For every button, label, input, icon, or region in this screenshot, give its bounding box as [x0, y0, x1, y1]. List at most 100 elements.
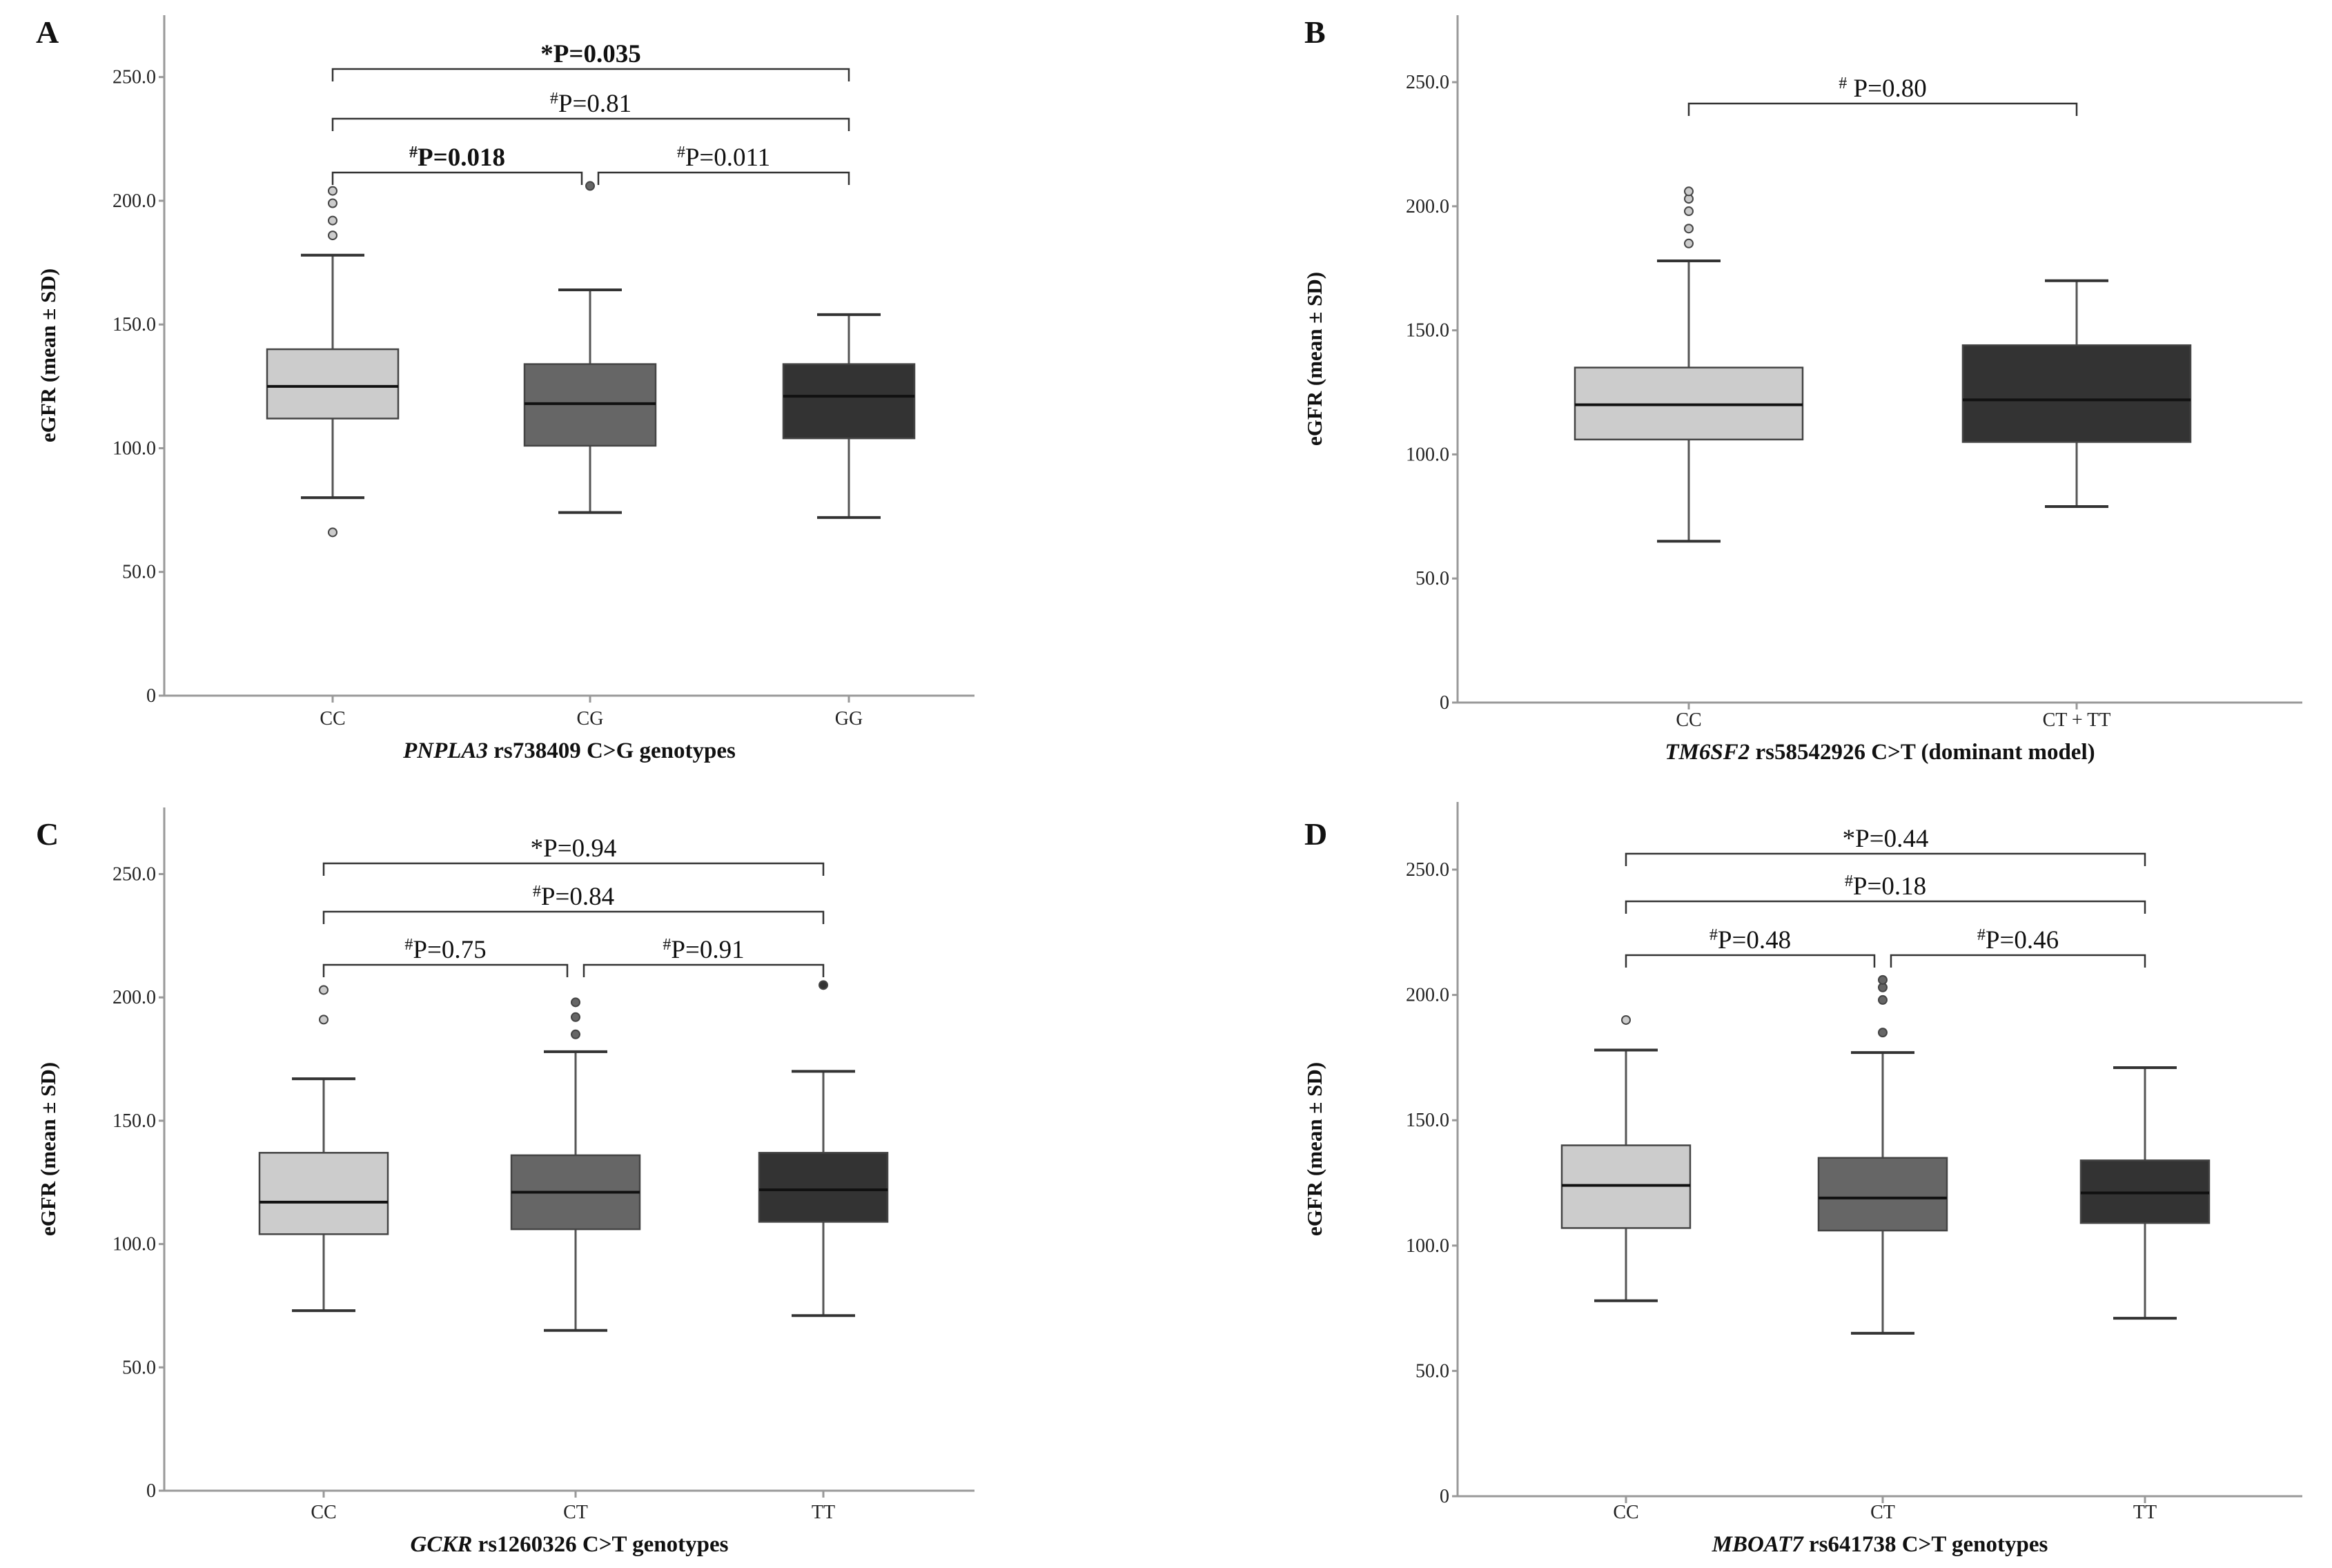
x-axis-label-gene: TM6SF2: [1665, 740, 1750, 765]
x-tick-label: GG: [835, 708, 863, 729]
p-value-label: #P=0.84: [533, 883, 614, 911]
p-value-label: #P=0.011: [677, 144, 770, 172]
x-axis-label: MBOAT7 rs641738 C>T genotypes: [1712, 1532, 2048, 1557]
outlier-point: [819, 980, 828, 990]
x-tick-label: CC: [1676, 709, 1701, 731]
p-value-symbol: #: [1709, 926, 1718, 944]
p-value-symbol: #: [404, 936, 413, 954]
outlier-point: [328, 215, 337, 226]
outlier-point: [571, 997, 580, 1008]
comparison-bracket: #P=0.84: [322, 883, 825, 924]
panel-letter: B: [1304, 14, 1326, 50]
bracket-line: [1625, 852, 2146, 866]
outlier-point: [1878, 1028, 1888, 1038]
y-tick-label: 200.0: [1406, 985, 1449, 1006]
p-value-symbol: *: [1843, 825, 1856, 853]
p-value-symbol: #: [1977, 926, 1986, 944]
outlier-point: [571, 1029, 580, 1039]
x-tick-label: CT: [1870, 1502, 1895, 1523]
box-ct: [510, 997, 641, 1332]
p-value-text: P=0.48: [1718, 926, 1791, 954]
outlier-point: [328, 198, 337, 208]
y-tick-label: 200.0: [1406, 196, 1449, 217]
y-tick-label: 0: [1440, 692, 1449, 714]
x-axis-label: TM6SF2 rs58542926 C>T (dominant model): [1665, 740, 2095, 765]
p-value-label: #P=0.48: [1709, 926, 1791, 954]
p-value-text: P=0.035: [553, 40, 641, 68]
p-value-text: P=0.94: [543, 834, 616, 863]
outlier-point: [328, 527, 337, 538]
y-tick-label: 250.0: [1406, 859, 1449, 881]
iqr-box: [1817, 1157, 1948, 1232]
y-tick-label: 0: [146, 1480, 156, 1502]
comparison-bracket: *P=0.44: [1625, 825, 2146, 866]
p-value-text: P=0.18: [1853, 872, 1926, 901]
outlier-point: [1684, 206, 1694, 217]
p-value-label: #P=0.91: [663, 936, 744, 964]
comparison-bracket: *P=0.035: [331, 40, 850, 81]
y-tick-label: 50.0: [1415, 1360, 1449, 1382]
outlier-point: [571, 1012, 580, 1022]
x-tick-label: TT: [2133, 1502, 2157, 1523]
iqr-box: [266, 348, 400, 420]
bracket-line: [1890, 954, 2146, 968]
p-value-symbol: *: [531, 834, 544, 863]
y-tick-label: 150.0: [1406, 320, 1449, 342]
p-value-text: P=0.75: [413, 936, 486, 964]
x-axis-label: GCKR rs1260326 C>T genotypes: [411, 1532, 729, 1557]
x-axis-label-rest: rs641738 C>T genotypes: [1803, 1532, 2048, 1557]
comparison-bracket: #P=0.75: [322, 936, 569, 977]
panel-letter: C: [36, 816, 59, 852]
box-tt: [2079, 1066, 2211, 1320]
y-tick-label: 250.0: [112, 67, 156, 88]
p-value-symbol: *: [540, 40, 553, 68]
p-value-label: # P=0.80: [1839, 75, 1926, 103]
p-value-label: *P=0.44: [1843, 825, 1929, 853]
y-tick-label: 150.0: [1406, 1110, 1449, 1131]
panel-b: B 0 50.0 100.0 150.0 200.0 250.0 eGFR (mean ± S…: [1302, 14, 2302, 765]
x-tick-label: CT: [563, 1502, 588, 1523]
iqr-box: [758, 1152, 889, 1223]
comparison-bracket: #P=0.018: [331, 144, 583, 185]
p-value-text: P=0.018: [418, 144, 505, 172]
y-axis-label: eGFR (mean ± SD): [36, 268, 60, 442]
y-tick-label: 0: [1440, 1486, 1449, 1507]
p-value-label: #P=0.75: [404, 936, 486, 964]
box-cc: [258, 985, 389, 1313]
comparison-bracket: # P=0.80: [1687, 75, 2078, 116]
y-axis-label: eGFR (mean ± SD): [1302, 272, 1326, 446]
bracket-line: [582, 963, 825, 977]
outlier-point: [319, 985, 329, 995]
p-value-symbol: #: [1845, 872, 1853, 890]
outlier-point: [1621, 1015, 1631, 1025]
bracket-line: [1625, 954, 1876, 968]
outlier-point: [1878, 994, 1888, 1005]
bracket-line: [331, 68, 850, 81]
box-tt: [758, 980, 889, 1317]
x-tick-label: CC: [320, 708, 345, 729]
comparison-bracket: #P=0.81: [331, 90, 850, 131]
outlier-point: [328, 231, 337, 241]
p-value-label: #P=0.81: [550, 90, 631, 118]
panel-d: D 0 50.0 100.0 150.0 200.0 250.0 eGFR (mean ± S…: [1302, 802, 2302, 1557]
x-tick-label: CC: [311, 1502, 336, 1523]
y-tick-label: 0: [146, 685, 156, 707]
y-tick-label: 50.0: [122, 562, 156, 583]
box-cc: [266, 186, 400, 538]
panel-letter: D: [1304, 816, 1327, 852]
x-axis-label-gene: PNPLA3: [402, 738, 488, 763]
p-value-symbol: #: [677, 144, 685, 161]
x-axis-label-rest: rs738409 C>G genotypes: [488, 738, 736, 763]
y-tick-label: 50.0: [1415, 568, 1449, 589]
x-axis-label-gene: GCKR: [411, 1532, 473, 1557]
x-tick-label: CG: [577, 708, 604, 729]
p-value-label: *P=0.94: [531, 834, 617, 863]
comparison-bracket: #P=0.18: [1625, 872, 2146, 914]
y-tick-label: 200.0: [112, 987, 156, 1008]
p-value-text: P=0.84: [541, 883, 614, 911]
y-tick-label: 150.0: [112, 1110, 156, 1132]
box-cc: [1560, 1015, 1692, 1302]
y-tick-label: 250.0: [1406, 72, 1449, 93]
outlier-point: [1878, 974, 1888, 985]
bracket-line: [1687, 102, 2078, 116]
